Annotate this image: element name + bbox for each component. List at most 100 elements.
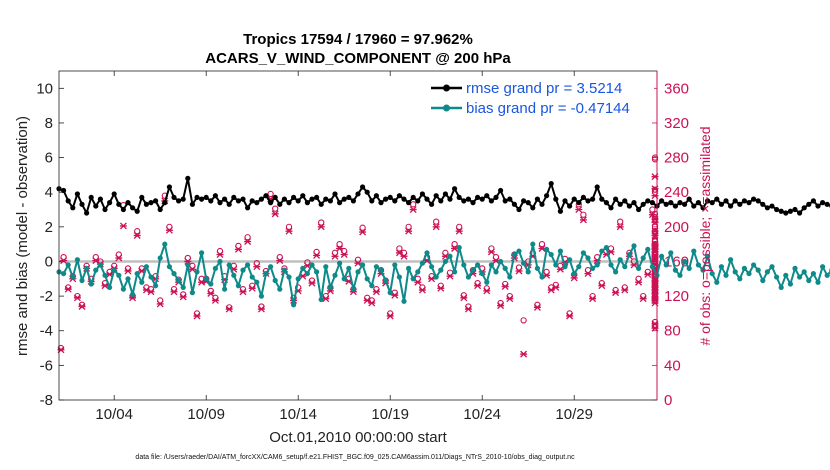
rmse-point <box>258 196 264 202</box>
rmse-point <box>764 205 771 211</box>
rmse-point <box>143 201 149 207</box>
obs-assimilated-marker <box>207 290 215 297</box>
bias-point <box>341 276 347 282</box>
rmse-point <box>659 198 665 204</box>
rmse-point <box>498 187 504 194</box>
rmse-point <box>176 198 182 204</box>
bias-point <box>677 272 683 278</box>
rmse-point <box>465 196 471 202</box>
obs-assimilated-marker <box>437 284 445 292</box>
bias-point <box>406 265 412 271</box>
bias-point <box>84 265 90 271</box>
obs-assimilated-marker <box>598 282 606 290</box>
rmse-point <box>74 191 80 197</box>
obs-assimilated-marker <box>359 228 367 236</box>
rmse-point <box>387 194 393 201</box>
rmse-point <box>203 194 209 201</box>
bias-point <box>815 279 821 285</box>
bias-point <box>599 248 605 254</box>
rmse-point <box>806 201 812 207</box>
y-left-tick-label: 10 <box>36 80 53 97</box>
obs-possible-marker <box>456 223 463 230</box>
bias-point <box>162 241 168 247</box>
x-tick-label: 10/19 <box>371 406 409 423</box>
bias-point <box>617 257 623 263</box>
bias-point <box>392 262 398 268</box>
rmse-point <box>406 200 412 206</box>
bias-point <box>373 264 379 270</box>
bias-point <box>194 269 200 275</box>
bias-point <box>760 277 766 284</box>
obs-assimilated-marker <box>368 299 376 307</box>
rmse-point <box>622 198 628 204</box>
obs-assimilated-marker <box>621 286 629 294</box>
obs-possible-marker <box>410 201 417 208</box>
bias-point <box>364 276 370 282</box>
bias-point <box>534 265 541 271</box>
bias-point <box>755 267 761 273</box>
obs-assimilated-marker <box>119 222 127 230</box>
obs-assimilated-marker <box>248 284 256 292</box>
legend: rmse grand pr = 3.5214 bias grand pr = -… <box>424 76 654 120</box>
rmse-point <box>507 196 513 202</box>
bias-point <box>778 284 784 291</box>
rmse-point <box>700 205 706 211</box>
obs-possible-marker <box>244 234 251 241</box>
obs-assimilated-marker <box>244 238 252 246</box>
rmse-point <box>668 200 674 206</box>
rmse-point <box>640 201 646 207</box>
obs-possible-marker <box>651 223 659 230</box>
bias-point <box>429 264 435 270</box>
rmse-point <box>199 196 205 202</box>
bias-point <box>332 272 338 278</box>
bias-point <box>594 262 600 268</box>
bias-point <box>309 262 315 268</box>
bias-point <box>488 262 494 268</box>
rmse-point <box>277 201 283 207</box>
rmse-point <box>787 208 794 214</box>
x-tick-label: 10/14 <box>279 406 317 423</box>
bias-point <box>640 255 646 261</box>
obs-possible-marker <box>520 317 527 324</box>
legend-rmse-marker <box>443 84 450 92</box>
y-left-tick-label: 4 <box>45 184 53 201</box>
obs-possible-marker <box>580 211 587 218</box>
obs-assimilated-marker <box>501 283 509 291</box>
y-right-tick-label: 80 <box>664 323 681 340</box>
rmse-bias-series <box>56 175 830 308</box>
rmse-point <box>438 198 444 204</box>
rmse-point <box>631 200 637 206</box>
bias-point <box>387 290 393 296</box>
bias-point <box>424 250 430 256</box>
bias-point <box>79 277 85 284</box>
rmse-point <box>751 196 757 202</box>
bias-point <box>603 245 610 251</box>
obs-count-series <box>57 154 659 358</box>
obs-assimilated-marker <box>60 257 68 265</box>
bias-point <box>695 262 702 268</box>
bias-point <box>806 277 812 284</box>
obs-assimilated-marker <box>271 210 279 218</box>
obs-assimilated-marker <box>354 259 362 267</box>
bias-point <box>613 269 619 275</box>
obs-assimilated-marker <box>253 263 261 271</box>
rmse-point <box>613 196 619 202</box>
rmse-point <box>171 194 177 201</box>
obs-assimilated-marker <box>193 312 201 320</box>
obs-assimilated-marker <box>414 278 422 286</box>
obs-possible-marker <box>451 241 458 248</box>
obs-assimilated-marker <box>188 265 196 273</box>
obs-assimilated-marker <box>165 226 173 234</box>
y-left-tick-label: -4 <box>40 323 53 340</box>
bias-point <box>714 279 720 285</box>
rmse-point <box>810 198 817 204</box>
y-axis-label-right: # of obs: o=possible; ×=assimilated <box>697 126 713 345</box>
data-file-footer: data file: /Users/raeder/DAI/ATM_forcXX/… <box>135 454 575 461</box>
bias-point <box>452 269 458 275</box>
obs-assimilated-marker <box>216 251 224 259</box>
rmse-point <box>544 193 550 199</box>
bias-point <box>323 264 329 270</box>
obs-assimilated-marker <box>73 294 81 302</box>
rmse-point <box>682 201 688 207</box>
